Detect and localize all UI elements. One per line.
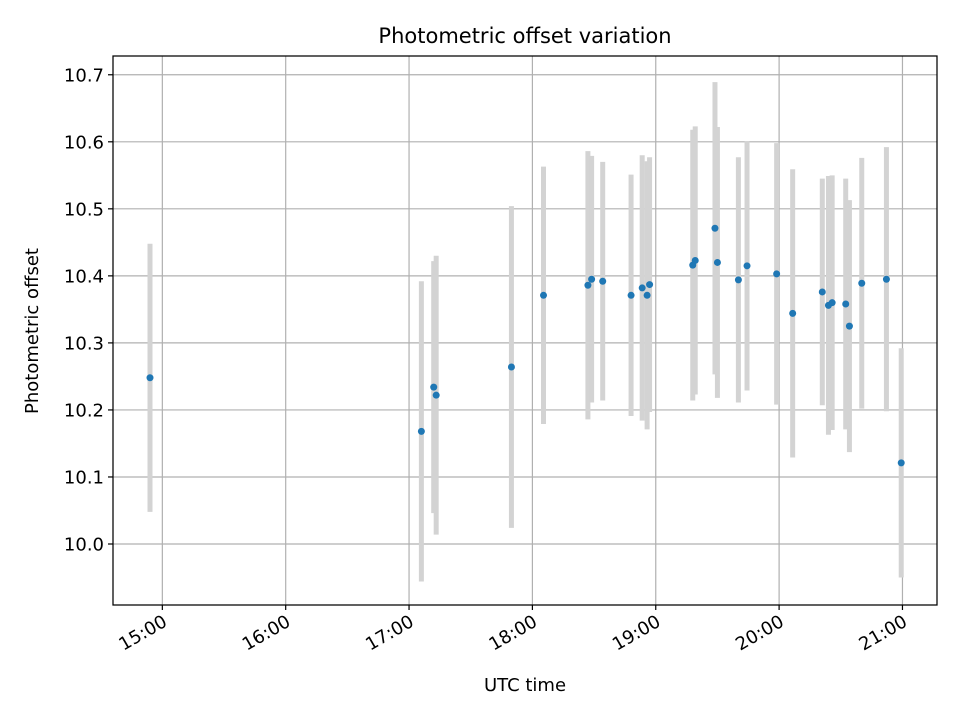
- data-point: [845, 322, 853, 330]
- data-point: [842, 300, 850, 308]
- data-point: [432, 391, 440, 399]
- x-axis-label: UTC time: [484, 675, 566, 696]
- data-point: [417, 427, 425, 435]
- data-point: [818, 288, 826, 296]
- data-point: [734, 276, 742, 284]
- data-point: [507, 363, 515, 371]
- data-point: [430, 383, 438, 391]
- data-point: [828, 299, 836, 307]
- data-point: [773, 270, 781, 278]
- plot-frame: [112, 55, 938, 606]
- y-axis: 10.0 10.1 10.2 10.3 10.4 10.5 10.6 10.7: [64, 65, 113, 556]
- data-point: [743, 262, 751, 270]
- data-point: [584, 281, 592, 289]
- data-point: [882, 275, 890, 283]
- data-point: [627, 291, 635, 299]
- data-point: [643, 291, 651, 299]
- y-tick-label: 10.2: [64, 400, 104, 421]
- y-tick-label: 10.1: [64, 467, 104, 488]
- data-point: [691, 256, 699, 264]
- data-point: [599, 277, 607, 285]
- y-tick-label: 10.3: [64, 333, 104, 354]
- data-point: [897, 459, 905, 467]
- data-point: [713, 258, 721, 266]
- data-point: [540, 291, 548, 299]
- data-point: [638, 284, 646, 292]
- chart-title: Photometric offset variation: [378, 24, 671, 48]
- data-point: [588, 275, 596, 283]
- y-tick-label: 10.4: [64, 266, 104, 287]
- y-tick-label: 10.0: [64, 535, 104, 556]
- y-tick-label: 10.6: [64, 132, 104, 153]
- data-point: [789, 309, 797, 317]
- data-point: [146, 374, 154, 382]
- data-point: [711, 224, 719, 232]
- data-points: [146, 224, 905, 467]
- data-point: [646, 281, 654, 289]
- y-tick-label: 10.5: [64, 199, 104, 220]
- data-point: [858, 279, 866, 287]
- y-axis-label: Photometric offset: [22, 248, 43, 414]
- y-tick-label: 10.7: [64, 65, 104, 86]
